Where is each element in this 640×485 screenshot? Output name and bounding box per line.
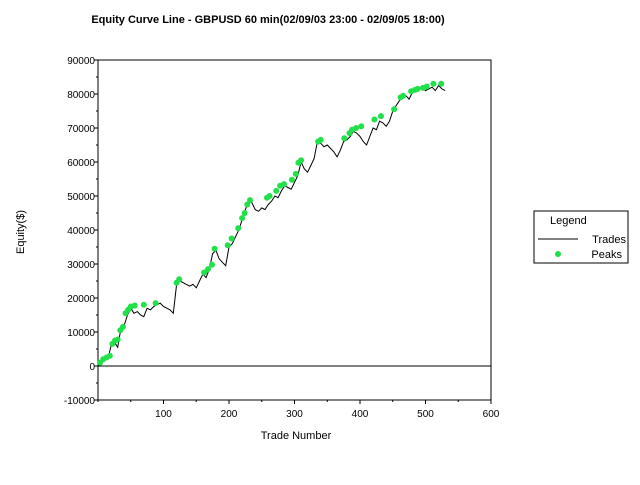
y-axis-label: Equity($)	[15, 210, 27, 254]
peak-point	[152, 300, 159, 307]
peak-point	[341, 135, 348, 142]
peak-point	[438, 80, 445, 87]
y-tick-label: 20000	[67, 294, 95, 305]
peak-point	[211, 245, 218, 252]
y-tick-label: 40000	[67, 226, 95, 237]
peak-point	[288, 176, 295, 183]
peak-point	[201, 269, 208, 276]
peak-point	[209, 261, 215, 268]
peak-point	[292, 170, 299, 177]
x-tick-label: 500	[417, 409, 434, 420]
x-axis-label: Trade Number	[261, 430, 332, 442]
legend-peaks-label: Peaks	[591, 249, 622, 261]
peak-point	[140, 301, 147, 308]
peak-point	[423, 83, 430, 90]
y-tick-label: 0	[89, 362, 95, 373]
peak-point	[273, 187, 280, 194]
legend-trades-label: Trades	[592, 234, 626, 246]
x-tick-label: 400	[352, 409, 369, 420]
peak-point	[228, 235, 235, 242]
peak-point	[391, 106, 398, 113]
y-tick-label: 70000	[67, 124, 95, 135]
peak-point	[317, 136, 324, 143]
peak-point	[378, 113, 384, 120]
legend-peaks-swatch	[555, 251, 561, 257]
y-tick-label: 60000	[67, 158, 95, 169]
y-tick-label: 30000	[67, 260, 95, 271]
chart-title: Equity Curve Line - GBPUSD 60 min(02/09/…	[91, 14, 445, 26]
series-layer	[97, 80, 446, 367]
peak-point	[241, 210, 248, 216]
y-tick-label: 80000	[67, 90, 95, 101]
peak-point	[414, 85, 421, 92]
peak-point	[247, 197, 253, 204]
peak-point	[353, 125, 360, 131]
peak-point	[205, 266, 211, 273]
peak-point	[358, 123, 365, 130]
y-tick-label: 50000	[67, 192, 95, 203]
peak-point	[224, 242, 231, 249]
peak-point	[371, 116, 378, 123]
x-tick-label: 300	[286, 409, 303, 420]
legend-box	[533, 210, 629, 264]
peak-point	[176, 276, 183, 283]
y-tick-label: 10000	[67, 328, 95, 339]
peak-point	[131, 302, 138, 309]
peak-point	[298, 157, 305, 164]
x-tick-label: 600	[483, 409, 500, 420]
peak-point	[239, 215, 246, 222]
y-tick-label: 90000	[67, 56, 95, 67]
peak-point	[266, 193, 273, 199]
peak-point	[281, 181, 287, 188]
axes: -10000 0 10000 20000 30000 40000 50000 60000 700…	[64, 56, 500, 420]
y-tick-label: -10000	[64, 396, 96, 407]
peak-point	[244, 201, 251, 208]
x-tick-label: 100	[155, 409, 172, 420]
peak-point	[119, 323, 126, 330]
peak-point	[106, 352, 113, 359]
peak-point	[430, 80, 437, 87]
x-tick-label: 200	[221, 409, 238, 420]
peak-point	[400, 92, 407, 99]
legend: Legend Trades Peaks	[533, 210, 629, 264]
legend-title: Legend	[550, 215, 587, 227]
plot-frame	[97, 59, 492, 401]
peak-point	[235, 225, 242, 232]
peak-point	[114, 336, 121, 343]
